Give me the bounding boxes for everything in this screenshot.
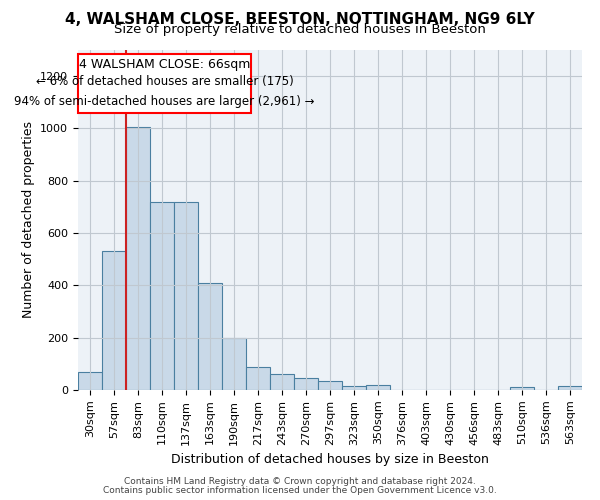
X-axis label: Distribution of detached houses by size in Beeston: Distribution of detached houses by size …	[171, 453, 489, 466]
Bar	[246, 367, 270, 390]
Bar	[366, 385, 390, 390]
Bar	[270, 374, 294, 390]
Text: ← 6% of detached houses are smaller (175): ← 6% of detached houses are smaller (175…	[35, 75, 293, 88]
Y-axis label: Number of detached properties: Number of detached properties	[22, 122, 35, 318]
Bar	[174, 202, 198, 390]
Text: 4 WALSHAM CLOSE: 66sqm: 4 WALSHAM CLOSE: 66sqm	[79, 58, 250, 71]
Text: 94% of semi-detached houses are larger (2,961) →: 94% of semi-detached houses are larger (…	[14, 94, 314, 108]
Bar	[78, 372, 102, 390]
Bar	[342, 386, 366, 390]
FancyBboxPatch shape	[78, 54, 251, 113]
Bar	[558, 386, 582, 390]
Bar	[198, 283, 222, 390]
Bar	[318, 381, 342, 390]
Text: 4, WALSHAM CLOSE, BEESTON, NOTTINGHAM, NG9 6LY: 4, WALSHAM CLOSE, BEESTON, NOTTINGHAM, N…	[65, 12, 535, 28]
Bar	[510, 387, 534, 390]
Text: Size of property relative to detached houses in Beeston: Size of property relative to detached ho…	[114, 24, 486, 36]
Text: Contains public sector information licensed under the Open Government Licence v3: Contains public sector information licen…	[103, 486, 497, 495]
Bar	[126, 127, 150, 390]
Bar	[222, 338, 246, 390]
Text: Contains HM Land Registry data © Crown copyright and database right 2024.: Contains HM Land Registry data © Crown c…	[124, 477, 476, 486]
Bar	[150, 202, 174, 390]
Bar	[102, 252, 126, 390]
Bar	[294, 378, 318, 390]
